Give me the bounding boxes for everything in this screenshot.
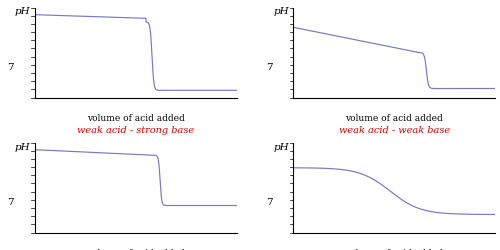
Text: 7: 7 [266, 198, 272, 207]
Text: 7: 7 [266, 63, 272, 72]
Text: weak acid - strong base: weak acid - strong base [78, 126, 194, 135]
Text: volume of acid added: volume of acid added [87, 249, 185, 250]
Text: 7: 7 [8, 198, 14, 207]
Text: volume of acid added: volume of acid added [345, 249, 443, 250]
Text: pH: pH [15, 142, 30, 152]
Text: pH: pH [273, 142, 288, 152]
Text: pH: pH [273, 8, 288, 16]
Text: pH: pH [15, 8, 30, 16]
Text: volume of acid added: volume of acid added [345, 114, 443, 123]
Text: volume of acid added: volume of acid added [87, 114, 185, 123]
Text: weak acid - weak base: weak acid - weak base [338, 126, 450, 135]
Text: 7: 7 [8, 63, 14, 72]
